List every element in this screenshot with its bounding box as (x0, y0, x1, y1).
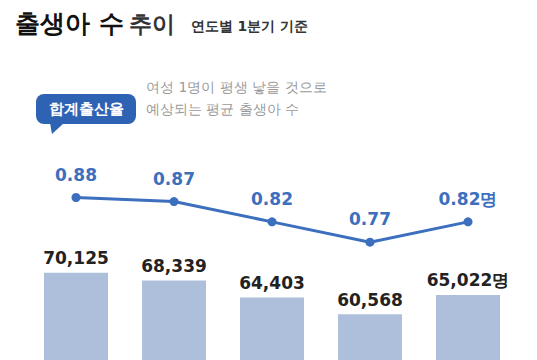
svg-text:0.77: 0.77 (349, 209, 391, 229)
svg-text:합계출산율: 합계출산율 (49, 100, 124, 118)
svg-text:70,125: 70,125 (43, 248, 109, 268)
svg-text:0.82: 0.82 (251, 189, 293, 209)
svg-text:0.88: 0.88 (55, 165, 97, 185)
svg-text:0.87: 0.87 (153, 169, 195, 189)
svg-text:68,339: 68,339 (141, 256, 207, 276)
svg-text:65,022명: 65,022명 (427, 270, 510, 290)
svg-text:출생아 수: 출생아 수 (15, 9, 124, 38)
svg-text:64,403: 64,403 (239, 273, 305, 293)
svg-text:추이: 추이 (129, 11, 175, 37)
svg-text:여성 1명이 평생 낳을 것으로: 여성 1명이 평생 낳을 것으로 (146, 79, 327, 95)
svg-text:0.82명: 0.82명 (439, 189, 498, 209)
svg-text:60,568: 60,568 (337, 290, 403, 310)
svg-text:연도별 1분기 기준: 연도별 1분기 기준 (191, 18, 309, 34)
svg-text:예상되는 평균 출생아 수: 예상되는 평균 출생아 수 (146, 101, 299, 117)
